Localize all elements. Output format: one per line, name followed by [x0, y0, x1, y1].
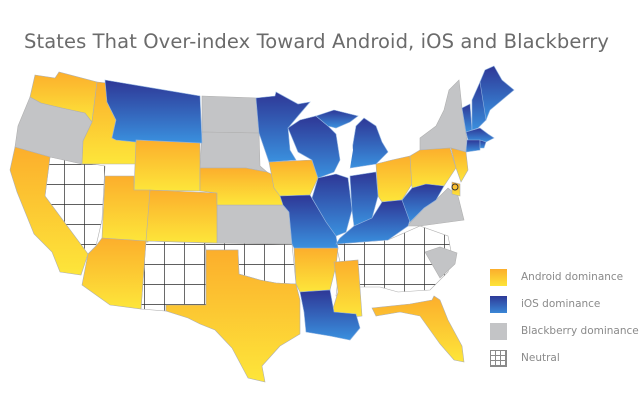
- blackberry-swatch-icon: [490, 322, 507, 340]
- map-title: States That Over-index Toward Android, i…: [24, 30, 610, 53]
- state-minnesota[interactable]: [255, 91, 311, 163]
- state-south-dakota[interactable]: [199, 131, 269, 173]
- legend-item-blackberry: Blackberry dominance: [490, 322, 639, 340]
- state-south-carolina[interactable]: [424, 246, 458, 279]
- state-west-virginia[interactable]: [401, 183, 445, 223]
- state-rhode-island[interactable]: [479, 139, 487, 149]
- state-california[interactable]: [9, 146, 89, 276]
- legend-item-android: Android dominance: [490, 268, 639, 286]
- state-arkansas[interactable]: [293, 247, 339, 293]
- state-washington[interactable]: [29, 71, 98, 123]
- state-new-mexico[interactable]: [140, 240, 207, 312]
- android-states: [9, 71, 469, 383]
- state-connecticut[interactable]: [465, 139, 481, 153]
- state-new-york[interactable]: [419, 79, 468, 159]
- state-wisconsin[interactable]: [287, 115, 341, 179]
- state-wyoming[interactable]: [133, 139, 201, 192]
- android-swatch-icon: [490, 268, 507, 286]
- legend-label: Blackberry dominance: [521, 325, 639, 337]
- blackberry-states: [14, 79, 468, 279]
- map-legend: Android dominance iOS dominance Blackber…: [490, 268, 639, 376]
- legend-label: Android dominance: [521, 271, 624, 283]
- state-montana[interactable]: [104, 79, 203, 144]
- state-michigan[interactable]: [349, 117, 389, 169]
- legend-label: iOS dominance: [521, 298, 601, 310]
- legend-label: Neutral: [521, 352, 560, 364]
- lake-michigan: [341, 124, 353, 172]
- state-iowa[interactable]: [268, 159, 319, 197]
- state-kansas[interactable]: [216, 204, 293, 245]
- state-new-jersey[interactable]: [450, 147, 469, 183]
- legend-item-neutral: Neutral: [490, 349, 639, 367]
- state-texas[interactable]: [165, 249, 301, 383]
- state-north-dakota[interactable]: [201, 95, 260, 134]
- neutral-grid-swatch-icon: [490, 349, 507, 367]
- state-michigan-up[interactable]: [315, 109, 359, 129]
- state-florida[interactable]: [371, 295, 465, 363]
- state-mississippi[interactable]: [331, 259, 363, 319]
- state-missouri[interactable]: [279, 194, 339, 249]
- legend-item-ios: iOS dominance: [490, 295, 639, 313]
- state-pennsylvania[interactable]: [409, 147, 457, 189]
- state-ohio[interactable]: [375, 155, 413, 203]
- state-new-hampshire[interactable]: [471, 80, 487, 131]
- dc-marker-icon: [451, 183, 459, 191]
- state-colorado[interactable]: [145, 189, 218, 244]
- state-louisiana[interactable]: [299, 289, 361, 341]
- state-arizona[interactable]: [81, 237, 147, 310]
- ios-states: [104, 65, 515, 341]
- ios-swatch-icon: [490, 295, 507, 313]
